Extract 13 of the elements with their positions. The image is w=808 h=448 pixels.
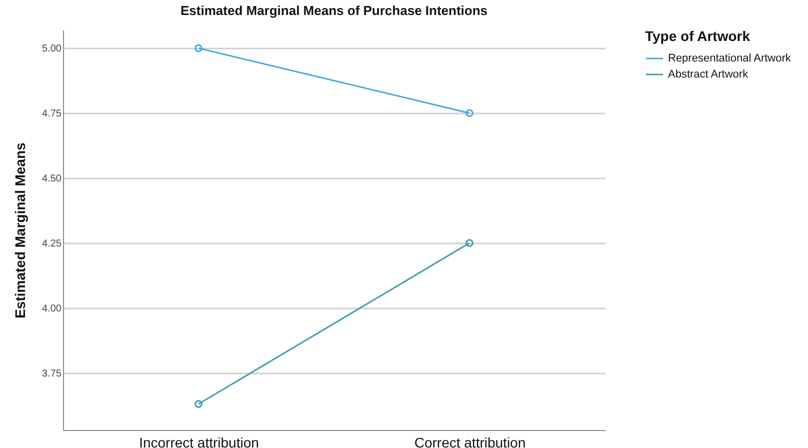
y-tick-label: 5.00	[42, 44, 62, 55]
y-axis-title: Estimated Marginal Means	[12, 142, 28, 318]
legend-label: Abstract Artwork	[668, 68, 749, 80]
legend-title: Type of Artwork	[645, 28, 750, 44]
y-tick-label: 4.50	[42, 174, 62, 185]
y-tick-label: 4.00	[42, 303, 62, 314]
y-tick-label: 4.75	[42, 108, 62, 120]
legend-label: Representational Artwork	[668, 52, 792, 64]
y-tick-label: 3.75	[42, 368, 62, 380]
x-tick-label: Correct attribution	[414, 434, 526, 448]
chart-title: Estimated Marginal Means of Purchase Intentions	[180, 3, 488, 18]
x-tick-label: Incorrect attribution	[139, 434, 259, 448]
y-tick-label: 4.25	[42, 238, 62, 250]
